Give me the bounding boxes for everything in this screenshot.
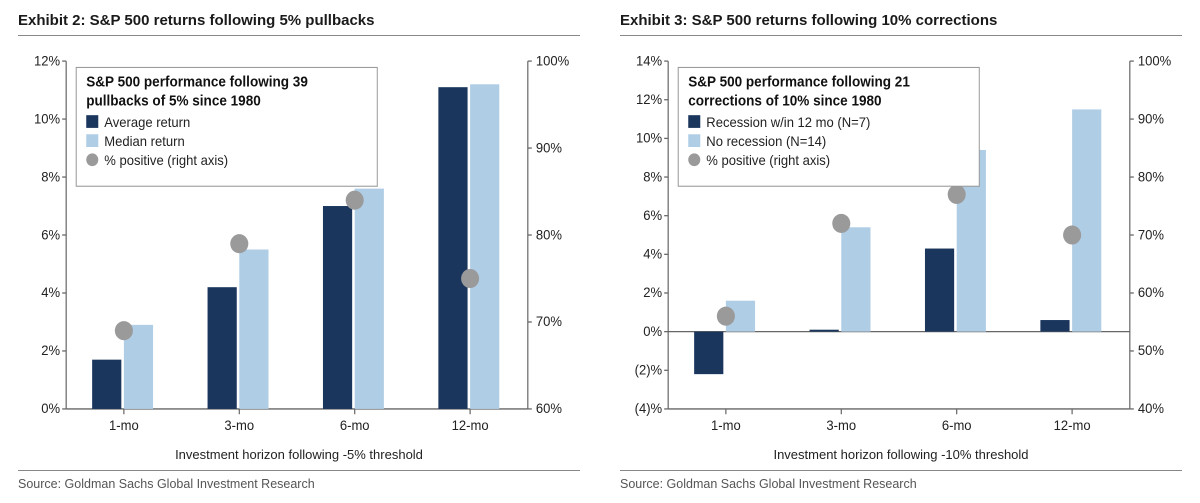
svg-text:6-mo: 6-mo bbox=[340, 418, 370, 433]
svg-text:12-mo: 12-mo bbox=[452, 418, 489, 433]
bar bbox=[323, 206, 352, 409]
bar bbox=[239, 250, 268, 409]
bar bbox=[208, 287, 237, 409]
svg-text:S&P 500 performance following: S&P 500 performance following 39 bbox=[86, 73, 308, 89]
bar bbox=[810, 330, 839, 332]
svg-text:70%: 70% bbox=[536, 314, 562, 329]
exhibit-3-title: Exhibit 3: S&P 500 returns following 10%… bbox=[620, 12, 1182, 36]
svg-text:14%: 14% bbox=[636, 53, 662, 68]
exhibit-2-title: Exhibit 2: S&P 500 returns following 5% … bbox=[18, 12, 580, 36]
svg-text:70%: 70% bbox=[1138, 227, 1164, 242]
exhibit-3-source: Source: Goldman Sachs Global Investment … bbox=[620, 470, 1182, 491]
bar bbox=[925, 249, 954, 332]
svg-text:S&P 500 performance following: S&P 500 performance following 21 bbox=[688, 73, 910, 89]
svg-text:6%: 6% bbox=[643, 208, 662, 223]
svg-text:50%: 50% bbox=[1138, 343, 1164, 358]
svg-text:1-mo: 1-mo bbox=[109, 418, 139, 433]
svg-text:80%: 80% bbox=[536, 227, 562, 242]
marker-dot bbox=[230, 234, 248, 253]
svg-text:3-mo: 3-mo bbox=[826, 418, 856, 433]
svg-text:Recession w/in 12 mo (N=7): Recession w/in 12 mo (N=7) bbox=[706, 115, 870, 130]
marker-dot bbox=[461, 269, 479, 288]
svg-text:No recession (N=14): No recession (N=14) bbox=[706, 134, 826, 149]
exhibit-3-xlabel: Investment horizon following -10% thresh… bbox=[620, 447, 1182, 462]
svg-text:80%: 80% bbox=[1138, 169, 1164, 184]
marker-dot bbox=[832, 214, 850, 233]
svg-text:8%: 8% bbox=[41, 169, 60, 184]
exhibit-2-panel: Exhibit 2: S&P 500 returns following 5% … bbox=[18, 12, 580, 491]
marker-dot bbox=[115, 321, 133, 340]
svg-text:4%: 4% bbox=[643, 246, 662, 261]
svg-text:Median return: Median return bbox=[104, 134, 184, 149]
svg-text:6-mo: 6-mo bbox=[942, 418, 972, 433]
svg-text:4%: 4% bbox=[41, 285, 60, 300]
svg-text:(4)%: (4)% bbox=[635, 401, 663, 416]
bar bbox=[841, 227, 870, 331]
svg-text:60%: 60% bbox=[1138, 285, 1164, 300]
svg-text:90%: 90% bbox=[1138, 111, 1164, 126]
svg-text:40%: 40% bbox=[1138, 401, 1164, 416]
marker-dot bbox=[948, 185, 966, 204]
exhibit-2-chart: 0% 2% 4% 6% 8% 10% 12% 60% 70% 80% 90% 100% 1-mo 3-mo… bbox=[18, 42, 580, 445]
svg-text:(2)%: (2)% bbox=[635, 362, 663, 377]
svg-text:100%: 100% bbox=[1138, 53, 1171, 68]
bar bbox=[92, 360, 121, 409]
exhibit-3-panel: Exhibit 3: S&P 500 returns following 10%… bbox=[620, 12, 1182, 491]
svg-text:% positive (right axis): % positive (right axis) bbox=[104, 153, 228, 168]
marker-dot bbox=[717, 307, 735, 326]
svg-text:3-mo: 3-mo bbox=[224, 418, 254, 433]
svg-text:6%: 6% bbox=[41, 227, 60, 242]
svg-text:0%: 0% bbox=[41, 401, 60, 416]
svg-text:2%: 2% bbox=[41, 343, 60, 358]
svg-text:10%: 10% bbox=[636, 130, 662, 145]
bar bbox=[1040, 320, 1069, 332]
exhibit-2-source: Source: Goldman Sachs Global Investment … bbox=[18, 470, 580, 491]
bar bbox=[355, 189, 384, 409]
exhibit-3-chart: (4)% (2)% 0% 2% 4% 6% 8% 10% 12% 14% 40% 50% 60% 70% 8… bbox=[620, 42, 1182, 445]
marker-dot bbox=[1063, 225, 1081, 244]
svg-text:12%: 12% bbox=[34, 53, 60, 68]
svg-text:12%: 12% bbox=[636, 92, 662, 107]
svg-text:% positive (right axis): % positive (right axis) bbox=[706, 153, 830, 168]
svg-text:12-mo: 12-mo bbox=[1054, 418, 1091, 433]
bar bbox=[1072, 109, 1101, 331]
svg-text:corrections of 10% since 1980: corrections of 10% since 1980 bbox=[688, 92, 882, 108]
svg-text:pullbacks of 5% since 1980: pullbacks of 5% since 1980 bbox=[86, 92, 261, 108]
svg-text:8%: 8% bbox=[643, 169, 662, 184]
marker-dot bbox=[346, 191, 364, 210]
bar bbox=[438, 87, 467, 409]
svg-text:100%: 100% bbox=[536, 53, 569, 68]
svg-text:2%: 2% bbox=[643, 285, 662, 300]
bar bbox=[694, 332, 723, 375]
bar bbox=[470, 84, 499, 409]
svg-text:Average return: Average return bbox=[104, 115, 190, 130]
svg-text:60%: 60% bbox=[536, 401, 562, 416]
svg-text:1-mo: 1-mo bbox=[711, 418, 741, 433]
svg-text:90%: 90% bbox=[536, 140, 562, 155]
svg-text:0%: 0% bbox=[643, 324, 662, 339]
svg-text:10%: 10% bbox=[34, 111, 60, 126]
exhibit-2-xlabel: Investment horizon following -5% thresho… bbox=[18, 447, 580, 462]
